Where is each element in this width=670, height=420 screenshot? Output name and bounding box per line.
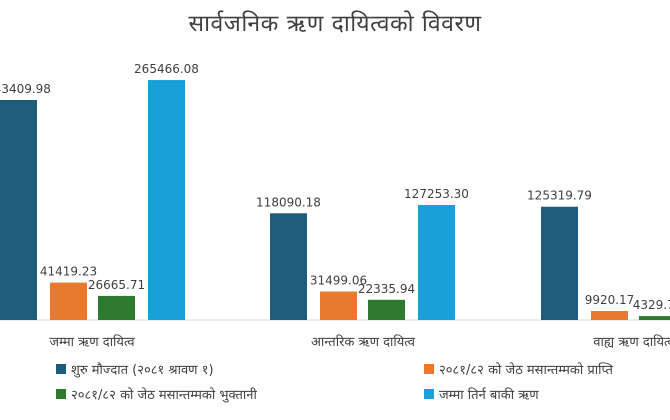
bar-s1-c3 xyxy=(541,206,578,320)
data-label-s1-c2: 118090.18 xyxy=(256,195,321,209)
legend-label-3: २०८१/८२ को जेठ मसान्तम्मको भुक्तानी xyxy=(71,387,257,403)
data-label-s3-c1: 26665.71 xyxy=(88,278,145,292)
x-tick-label-3: वाह्य ऋण दायित्व xyxy=(593,334,670,350)
legend-swatch-1 xyxy=(56,364,66,374)
x-tick-label-2: आन्तरिक ऋण दायित्व xyxy=(311,334,416,350)
data-label-s1-c1: 243409.98 xyxy=(0,82,51,96)
data-label-s2-c3: 9920.17 xyxy=(585,293,635,307)
x-tick-label-1: जम्मा ऋण दायित्व xyxy=(49,334,135,350)
bar-s3-c3 xyxy=(639,316,670,320)
bar-s3-c1 xyxy=(98,295,135,320)
data-label-s4-c2: 127253.30 xyxy=(404,187,469,201)
bar-s1-c2 xyxy=(270,213,307,320)
legend-label-2: २०८१/८२ को जेठ मसान्तम्मको प्राप्ति xyxy=(439,362,614,378)
data-label-s2-c1: 41419.23 xyxy=(40,265,97,279)
data-label-s2-c2: 31499.06 xyxy=(310,274,367,288)
bar-s2-c2 xyxy=(320,291,357,320)
bar-s3-c2 xyxy=(368,299,405,320)
data-label-s3-c3: 4329.77 xyxy=(633,298,670,312)
bar-s1-c1 xyxy=(0,100,37,320)
data-label-s4-c1: 265466.08 xyxy=(134,62,199,76)
legend-swatch-4 xyxy=(424,389,434,399)
bar-s4-c2 xyxy=(418,204,455,320)
legend-label-1: शुरु मौज्दात (२०८१ श्रावण १) xyxy=(71,362,214,378)
bar-s2-c1 xyxy=(50,282,87,320)
data-label-s3-c2: 22335.94 xyxy=(358,282,415,296)
legend-swatch-3 xyxy=(56,389,66,399)
bar-s4-c1 xyxy=(148,80,185,320)
chart-title: सार्वजनिक ऋण दायित्वको विवरण xyxy=(188,11,482,37)
bar-s2-c3 xyxy=(591,311,628,320)
data-label-s1-c3: 125319.79 xyxy=(527,189,592,203)
legend-label-4: जम्मा तिर्न बाकी ऋण xyxy=(439,387,539,403)
legend-swatch-2 xyxy=(424,364,434,374)
